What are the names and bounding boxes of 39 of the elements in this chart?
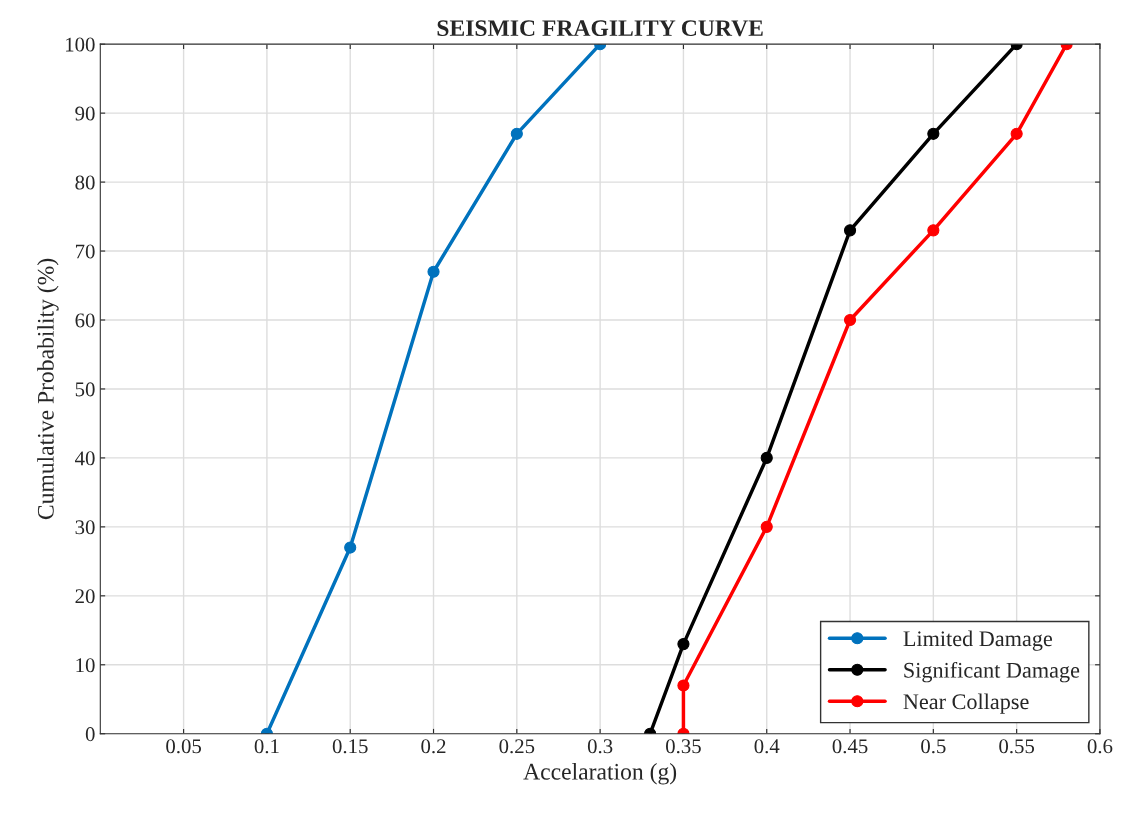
x-tick-label: 0.4 <box>754 739 780 754</box>
point <box>927 127 940 140</box>
legend-label: Near Collapse <box>903 693 1029 714</box>
point <box>510 127 523 140</box>
x-tick-label: 0.1 <box>254 739 279 754</box>
x-tick-label: 0.35 <box>666 739 701 754</box>
point <box>843 313 857 327</box>
x-axis-title: Accelaration (g) <box>523 763 677 785</box>
x-tick-label: 0.05 <box>166 739 202 754</box>
y-tick-label: 20 <box>75 589 95 604</box>
x-tick-label: 0.55 <box>999 739 1035 754</box>
y-axis-title: Cumulative Probability (%) <box>37 258 59 520</box>
point <box>927 224 940 237</box>
x-tick-label: 0.25 <box>499 739 535 754</box>
y-tick-label: 90 <box>75 106 95 121</box>
point <box>344 541 357 554</box>
point <box>427 265 440 278</box>
y-tick-label: 100 <box>66 37 95 52</box>
x-tick-label: 0.45 <box>832 739 868 754</box>
y-tick-label: 0 <box>85 727 95 742</box>
point <box>1010 127 1023 140</box>
y-tick-label: 10 <box>76 658 95 673</box>
point <box>760 451 773 464</box>
y-tick-label: 80 <box>75 175 95 190</box>
y-tick-label: 40 <box>75 451 95 466</box>
legend-label: Significant Damage <box>904 661 1080 683</box>
point <box>843 224 857 237</box>
x-tick-label: 0.3 <box>587 739 613 754</box>
y-tick-label: 70 <box>75 244 95 259</box>
x-tick-label: 0.5 <box>921 739 946 754</box>
y-tick-label: 30 <box>75 520 95 535</box>
y-tick-label: 50 <box>75 382 95 397</box>
y-tick-label: 60 <box>75 313 95 328</box>
chart-title: SEISMIC FRAGILITY CURVE <box>437 20 763 37</box>
legend-label: Limited Damage <box>903 630 1053 651</box>
x-tick-label: 0.2 <box>421 739 446 754</box>
x-tick-label: 0.6 <box>1087 739 1113 754</box>
x-tick-label: 0.15 <box>332 739 368 754</box>
point <box>760 520 773 533</box>
